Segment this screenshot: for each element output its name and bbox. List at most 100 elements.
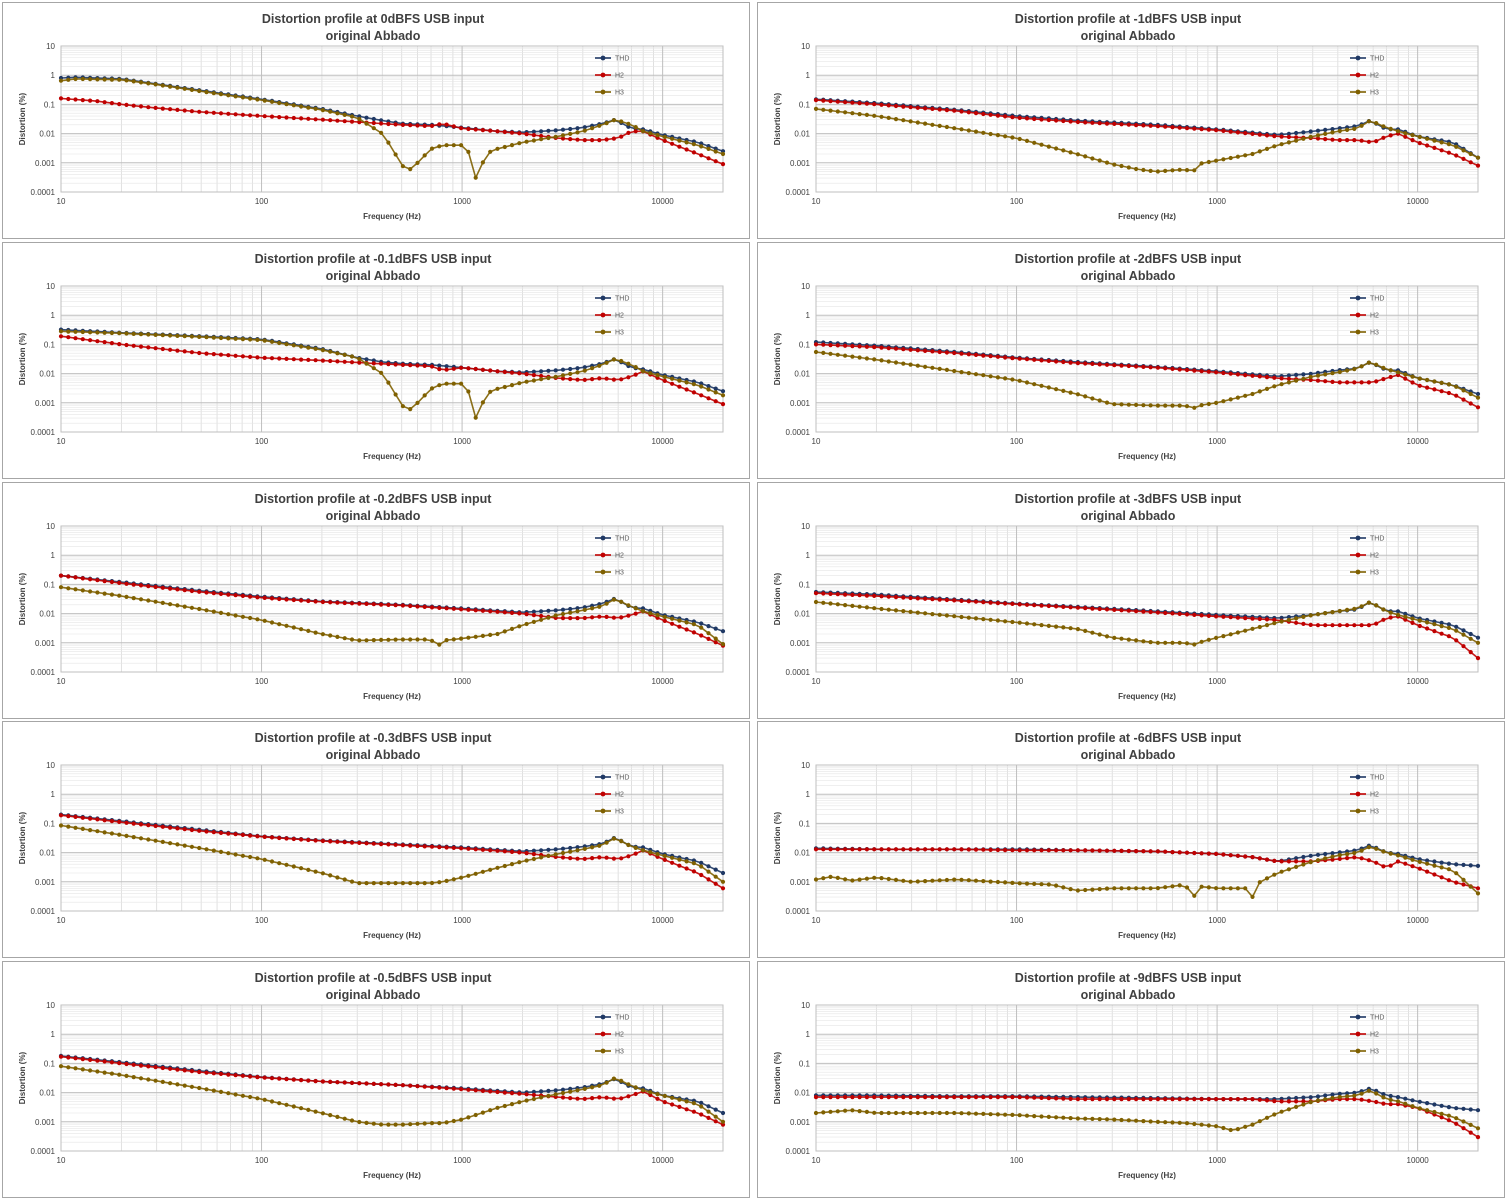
data-point — [1024, 380, 1030, 385]
data-point — [713, 159, 718, 164]
data-point — [480, 400, 485, 405]
data-point — [437, 1085, 442, 1090]
data-point — [531, 856, 537, 862]
data-point — [973, 1095, 979, 1100]
data-point — [313, 346, 318, 351]
data-point — [1214, 128, 1219, 133]
data-point — [451, 124, 456, 129]
data-point — [1163, 366, 1168, 371]
data-point — [226, 592, 231, 597]
data-point — [1097, 158, 1102, 163]
data-point — [429, 146, 435, 151]
x-tick-label: 1000 — [1208, 437, 1226, 446]
data-point — [473, 127, 478, 132]
data-point — [197, 334, 202, 339]
data-point — [699, 860, 704, 865]
data-point — [1381, 1092, 1386, 1097]
data-point — [1119, 163, 1124, 169]
data-point — [1206, 159, 1211, 165]
legend-swatch-marker — [600, 552, 606, 558]
data-point — [509, 1102, 515, 1107]
data-point — [109, 1060, 114, 1065]
data-point — [1345, 380, 1350, 385]
data-point — [691, 1101, 697, 1106]
data-point — [1075, 152, 1080, 157]
series-h3 — [813, 599, 1481, 647]
data-point — [1454, 1116, 1459, 1121]
data-point — [568, 131, 573, 136]
data-point — [459, 1117, 464, 1122]
data-point — [255, 113, 260, 118]
data-point — [720, 642, 726, 647]
data-point — [240, 832, 245, 837]
data-point — [466, 607, 471, 612]
data-point — [640, 848, 646, 853]
data-point — [553, 847, 558, 852]
data-point — [857, 604, 862, 609]
data-point — [835, 1109, 840, 1114]
data-point — [131, 331, 136, 336]
data-point — [400, 881, 405, 886]
chart-title: Distortion profile at -1dBFS USB input — [1015, 12, 1242, 26]
data-point — [335, 359, 340, 364]
data-point — [590, 856, 595, 861]
data-point — [850, 1095, 855, 1100]
data-point — [720, 393, 726, 398]
data-point — [872, 1095, 877, 1100]
data-point — [211, 91, 216, 96]
data-point — [1155, 1119, 1160, 1124]
data-point — [828, 847, 833, 852]
data-point — [1468, 636, 1473, 641]
data-point — [597, 138, 602, 143]
data-point — [211, 848, 216, 853]
data-point — [1184, 126, 1190, 131]
data-point — [575, 848, 580, 853]
data-point — [857, 1095, 862, 1100]
legend-swatch-marker — [1355, 791, 1361, 797]
data-point — [502, 384, 507, 390]
data-point — [560, 850, 566, 856]
legend-swatch-marker — [1355, 569, 1361, 575]
data-point — [488, 609, 493, 614]
x-axis-label: Frequency (Hz) — [363, 452, 421, 461]
chart-title: Distortion profile at 0dBFS USB input — [262, 12, 485, 26]
data-point — [168, 1081, 173, 1086]
data-point — [1345, 1094, 1350, 1099]
data-point — [524, 1092, 529, 1097]
data-point — [930, 106, 935, 111]
data-point — [850, 100, 855, 105]
data-point — [1032, 622, 1037, 627]
data-point — [1090, 606, 1095, 611]
data-point — [124, 820, 129, 825]
legend-swatch-marker — [600, 791, 606, 797]
data-point — [1454, 144, 1459, 149]
y-axis-label: Distortion (%) — [18, 572, 27, 625]
data-point — [160, 1065, 165, 1071]
data-point — [400, 637, 405, 642]
data-point — [1054, 359, 1059, 364]
data-point — [879, 847, 884, 852]
data-point — [1126, 1097, 1131, 1102]
data-point — [568, 845, 573, 851]
x-tick-label: 100 — [255, 916, 269, 925]
data-point — [1243, 886, 1248, 891]
data-point — [893, 117, 899, 122]
data-point — [211, 591, 216, 596]
data-point — [937, 878, 942, 883]
data-point — [182, 827, 187, 832]
data-point — [930, 122, 935, 127]
data-point — [189, 350, 194, 355]
data-point — [1141, 364, 1146, 369]
y-tick-label: 0.001 — [790, 878, 811, 887]
data-point — [886, 876, 891, 882]
data-point — [524, 1098, 529, 1103]
data-point — [944, 1095, 949, 1100]
data-point — [1206, 127, 1211, 132]
data-point — [488, 389, 493, 394]
data-point — [117, 832, 122, 837]
data-point — [1090, 120, 1095, 125]
data-point — [422, 393, 427, 398]
data-point — [1475, 1135, 1481, 1140]
data-point — [160, 824, 165, 829]
data-point — [662, 614, 667, 620]
